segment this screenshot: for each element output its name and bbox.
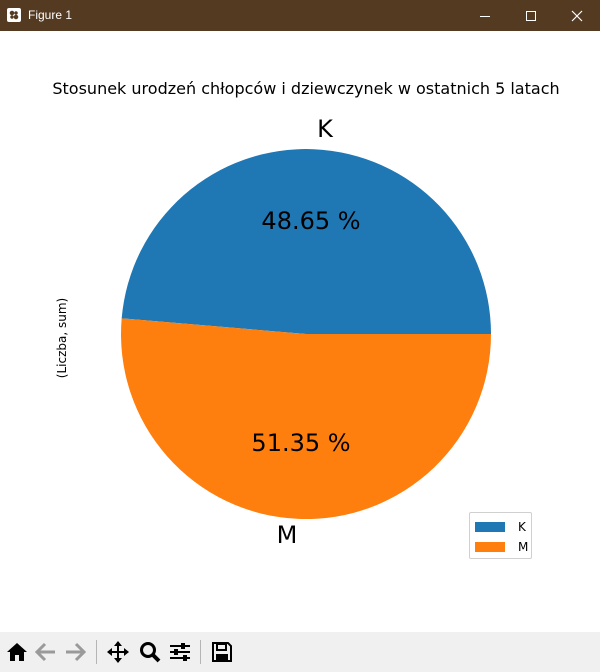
pan-button[interactable] bbox=[103, 636, 133, 668]
close-button[interactable] bbox=[554, 0, 600, 31]
pie-chart bbox=[121, 149, 492, 520]
forward-icon bbox=[66, 642, 87, 662]
maximize-icon bbox=[526, 10, 536, 21]
home-icon bbox=[7, 643, 27, 661]
navigation-toolbar bbox=[0, 632, 600, 672]
save-icon bbox=[212, 642, 232, 662]
back-icon bbox=[34, 642, 55, 662]
pie-slice-m bbox=[121, 318, 491, 520]
slice-category-label-k: K bbox=[317, 115, 333, 143]
legend-entry-m: M bbox=[475, 539, 528, 555]
legend-label-m: M bbox=[518, 540, 529, 554]
matplotlib-figure-icon bbox=[7, 8, 21, 22]
chart-title: Stosunek urodzeń chłopców i dziewczynek … bbox=[52, 79, 560, 98]
legend-swatch-k bbox=[475, 522, 505, 532]
minimize-icon bbox=[480, 15, 490, 17]
close-icon bbox=[571, 10, 583, 21]
legend-label-k: K bbox=[518, 520, 526, 534]
window-titlebar: Figure 1 bbox=[0, 0, 600, 31]
toolbar-separator bbox=[96, 640, 97, 664]
home-button[interactable] bbox=[2, 636, 32, 668]
minimize-button[interactable] bbox=[462, 0, 508, 31]
legend-entry-k: K bbox=[475, 519, 526, 535]
pan-icon bbox=[107, 641, 129, 663]
chart-legend: K M bbox=[469, 512, 532, 559]
zoom-button[interactable] bbox=[135, 636, 165, 668]
back-button[interactable] bbox=[31, 636, 61, 668]
configure-subplots-button[interactable] bbox=[165, 636, 195, 668]
slice-percent-label-k: 48.65 % bbox=[261, 207, 361, 235]
legend-swatch-m bbox=[475, 542, 505, 552]
toolbar-separator bbox=[200, 640, 201, 664]
figure-canvas[interactable]: Stosunek urodzeń chłopców i dziewczynek … bbox=[0, 31, 600, 632]
configure-subplots-icon bbox=[170, 643, 190, 661]
zoom-icon bbox=[140, 642, 161, 663]
slice-category-label-m: M bbox=[276, 521, 298, 549]
maximize-button[interactable] bbox=[508, 0, 554, 31]
save-button[interactable] bbox=[207, 636, 237, 668]
y-axis-label: (Liczba, sum) bbox=[55, 297, 69, 379]
pie-slice-k bbox=[121, 149, 492, 334]
slice-percent-label-m: 51.35 % bbox=[251, 429, 351, 457]
window-title: Figure 1 bbox=[28, 8, 73, 22]
forward-button[interactable] bbox=[60, 636, 90, 668]
